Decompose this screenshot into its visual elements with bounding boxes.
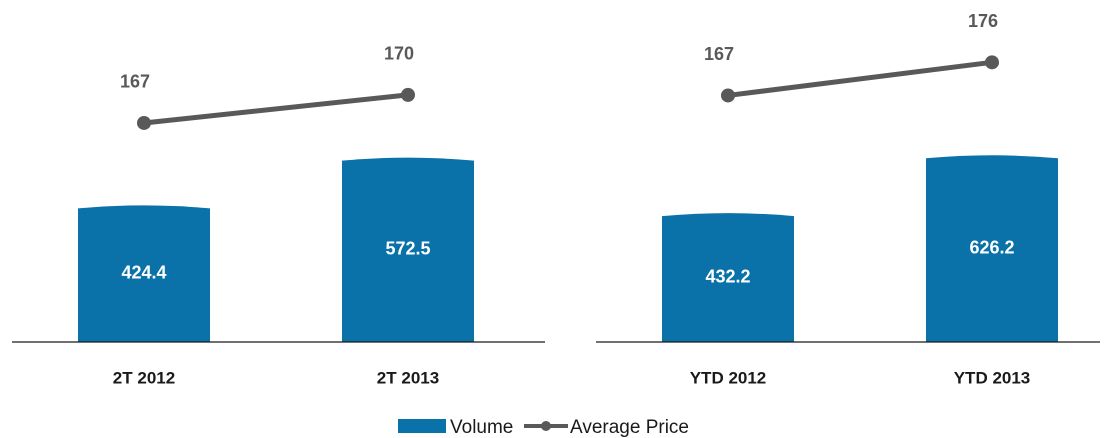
- price-point: [137, 115, 151, 130]
- legend-label: Average Price: [570, 417, 689, 438]
- price-line: [143, 92, 409, 126]
- x-tick-label: YTD 2013: [954, 368, 1031, 387]
- price-point: [985, 55, 999, 70]
- bar: [926, 155, 1058, 342]
- legend-dot: [541, 421, 551, 431]
- bar: [662, 213, 794, 342]
- price-point: [721, 88, 735, 103]
- x-tick-label: 2T 2013: [377, 368, 439, 387]
- price-line: [727, 59, 993, 98]
- bar-value-label: 424.4: [121, 262, 166, 282]
- bar: [78, 205, 210, 342]
- x-tick-label: YTD 2012: [690, 368, 767, 387]
- x-tick-label: 2T 2012: [113, 368, 175, 387]
- legend-swatch: [398, 419, 446, 433]
- price-label: 167: [704, 44, 734, 64]
- bar-value-label: 432.2: [705, 266, 750, 286]
- bar-value-label: 626.2: [969, 237, 1014, 257]
- price-label: 170: [384, 44, 414, 64]
- price-label: 167: [120, 72, 150, 92]
- bar-value-label: 572.5: [385, 239, 430, 259]
- price-label: 176: [968, 11, 998, 31]
- legend-label: Volume: [450, 417, 513, 438]
- bar: [342, 157, 474, 342]
- price-point: [401, 87, 415, 102]
